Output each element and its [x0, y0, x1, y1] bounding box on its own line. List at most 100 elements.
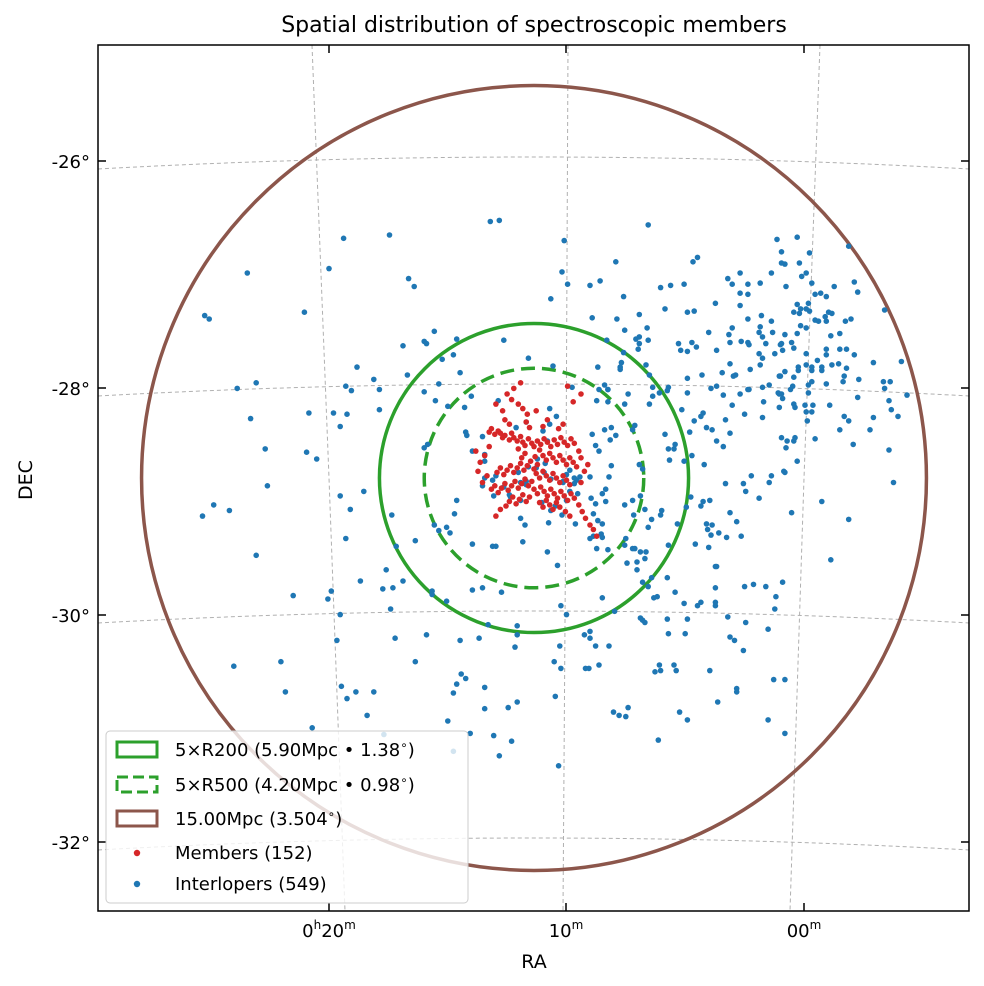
x-tick-label: 0h20m [302, 918, 356, 942]
interloper-point [572, 521, 579, 527]
interloper-point [645, 524, 651, 531]
interloper-point [837, 346, 843, 353]
member-point [517, 460, 524, 467]
interloper-point [582, 665, 589, 672]
grid-line-ra [562, 45, 569, 911]
interloper-point [823, 293, 830, 300]
r500-circle [422, 366, 646, 590]
interloper-point [512, 644, 518, 650]
interloper-point [713, 383, 720, 390]
interloper-point [652, 669, 658, 675]
interloper-point [546, 421, 553, 428]
interloper-point [599, 521, 606, 527]
member-point [509, 494, 516, 500]
interloper-point [646, 401, 653, 407]
interloper-point [727, 509, 733, 516]
interloper-point [639, 617, 646, 623]
member-point [541, 488, 547, 495]
member-point [506, 421, 513, 428]
interloper-point [412, 537, 419, 544]
member-point [567, 513, 573, 519]
interloper-point [766, 479, 772, 486]
interloper-point [563, 611, 570, 618]
interloper-point [886, 397, 892, 404]
y-axis: -26° -28° -30° -32° DEC [15, 152, 969, 854]
interloper-point [587, 628, 593, 635]
member-point [557, 504, 563, 510]
interloper-point [348, 387, 355, 394]
interloper-point [712, 300, 719, 307]
interloper-point [714, 699, 721, 705]
interloper-point [657, 667, 664, 674]
interloper-point [514, 623, 520, 629]
interloper-point [564, 281, 571, 288]
interloper-point [629, 427, 636, 433]
interloper-point [705, 544, 712, 551]
interloper-point [740, 480, 747, 487]
interloper-point [554, 562, 561, 569]
member-point [537, 441, 544, 448]
interloper-point [649, 393, 656, 400]
member-point [523, 498, 529, 505]
member-point [544, 493, 551, 499]
interloper-point [794, 301, 800, 308]
member-point [533, 408, 539, 414]
interloper-point [686, 429, 693, 435]
member-point [531, 466, 537, 472]
interloper-point [636, 461, 643, 468]
interloper-point [763, 583, 769, 590]
interloper-point [493, 543, 499, 550]
interloper-point [823, 318, 830, 325]
member-point [550, 470, 556, 477]
interloper-point [727, 634, 733, 640]
interloper-point [772, 350, 778, 357]
interloper-point [421, 389, 428, 395]
interloper-point [806, 308, 813, 314]
interloper-point [602, 498, 609, 505]
interloper-point [798, 273, 805, 280]
interloper-point [778, 260, 785, 266]
interloper-point [819, 367, 825, 374]
y-tick-label: -28° [52, 379, 90, 400]
member-point [492, 483, 498, 489]
interloper-point [742, 619, 749, 626]
interloper-point [747, 366, 753, 373]
member-point [511, 469, 517, 476]
interloper-point [745, 281, 751, 288]
interloper-point [544, 549, 551, 555]
interloper-point [648, 516, 655, 523]
interloper-point [819, 498, 825, 505]
interloper-point [587, 474, 593, 480]
interloper-point [797, 306, 804, 312]
interloper-point [774, 236, 780, 243]
interloper-point [210, 502, 217, 508]
member-point [486, 429, 493, 435]
interloper-point [665, 446, 672, 452]
interloper-point [705, 329, 712, 336]
member-point [579, 508, 585, 515]
interloper-point [689, 339, 695, 346]
interloper-point [244, 270, 251, 276]
interloper-point [620, 293, 627, 300]
interloper-point [757, 362, 763, 368]
interloper-point [505, 704, 512, 711]
interloper-point [253, 552, 259, 559]
interloper-point [708, 385, 714, 392]
member-point [578, 455, 584, 461]
interloper-point [347, 506, 354, 513]
interloper-point [690, 259, 696, 265]
interloper-point [684, 348, 691, 355]
interloper-point [792, 404, 798, 411]
interloper-point [683, 504, 690, 510]
legend-r200-swatch [115, 740, 159, 759]
interloper-point [679, 406, 685, 413]
interloper-point [890, 479, 897, 486]
interloper-point [740, 647, 747, 654]
interloper-point [635, 346, 641, 353]
member-point [502, 417, 508, 423]
interloper-point [713, 563, 720, 570]
interloper-point [306, 410, 312, 416]
interloper-point [809, 364, 815, 370]
member-point [531, 486, 537, 493]
interloper-point [870, 359, 877, 366]
